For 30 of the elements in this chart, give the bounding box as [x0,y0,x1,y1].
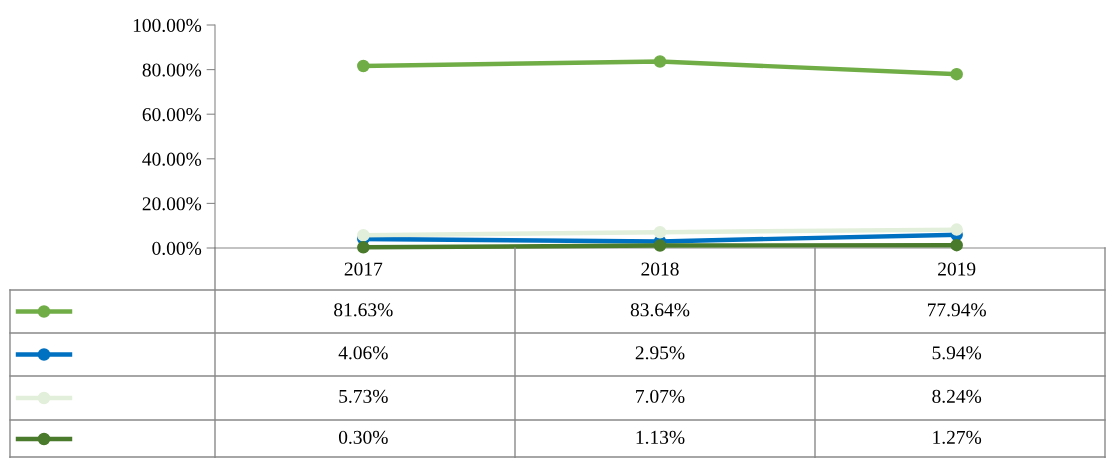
point [653,239,667,252]
y-tick-label: 100.00% [133,18,202,33]
y-tick-label: 80.00% [142,63,202,77]
point [950,223,963,236]
x-tick-label: 2018 [641,262,679,276]
y-tick-label: 20.00% [142,197,202,211]
y-tick-label: 60.00% [142,108,202,122]
data-label: 83.64% [630,303,690,317]
point [357,228,370,242]
data-label: 4.06% [338,346,388,360]
x-tick-label: 2017 [344,262,383,276]
data-label: 1.27% [933,430,982,444]
data-label: 8.24% [932,389,982,403]
data-label: 1.13% [636,430,685,444]
point [950,238,963,252]
data-label: 7.07% [636,389,685,403]
y-tick-label: 40.00% [142,152,202,166]
data-label: 0.30% [338,430,388,444]
data-label: 77.94% [927,303,986,317]
data-label: 5.73% [339,389,388,403]
point [653,225,667,239]
x-tick-label: 2019 [938,262,976,276]
data-label: 5.94% [932,346,982,360]
point [653,55,667,68]
data-label: 2.95% [635,346,685,360]
y-tick-label: 0.00% [152,241,202,256]
point [357,59,370,73]
point [950,67,963,81]
data-label: 81.63% [334,303,393,317]
point [357,241,370,254]
